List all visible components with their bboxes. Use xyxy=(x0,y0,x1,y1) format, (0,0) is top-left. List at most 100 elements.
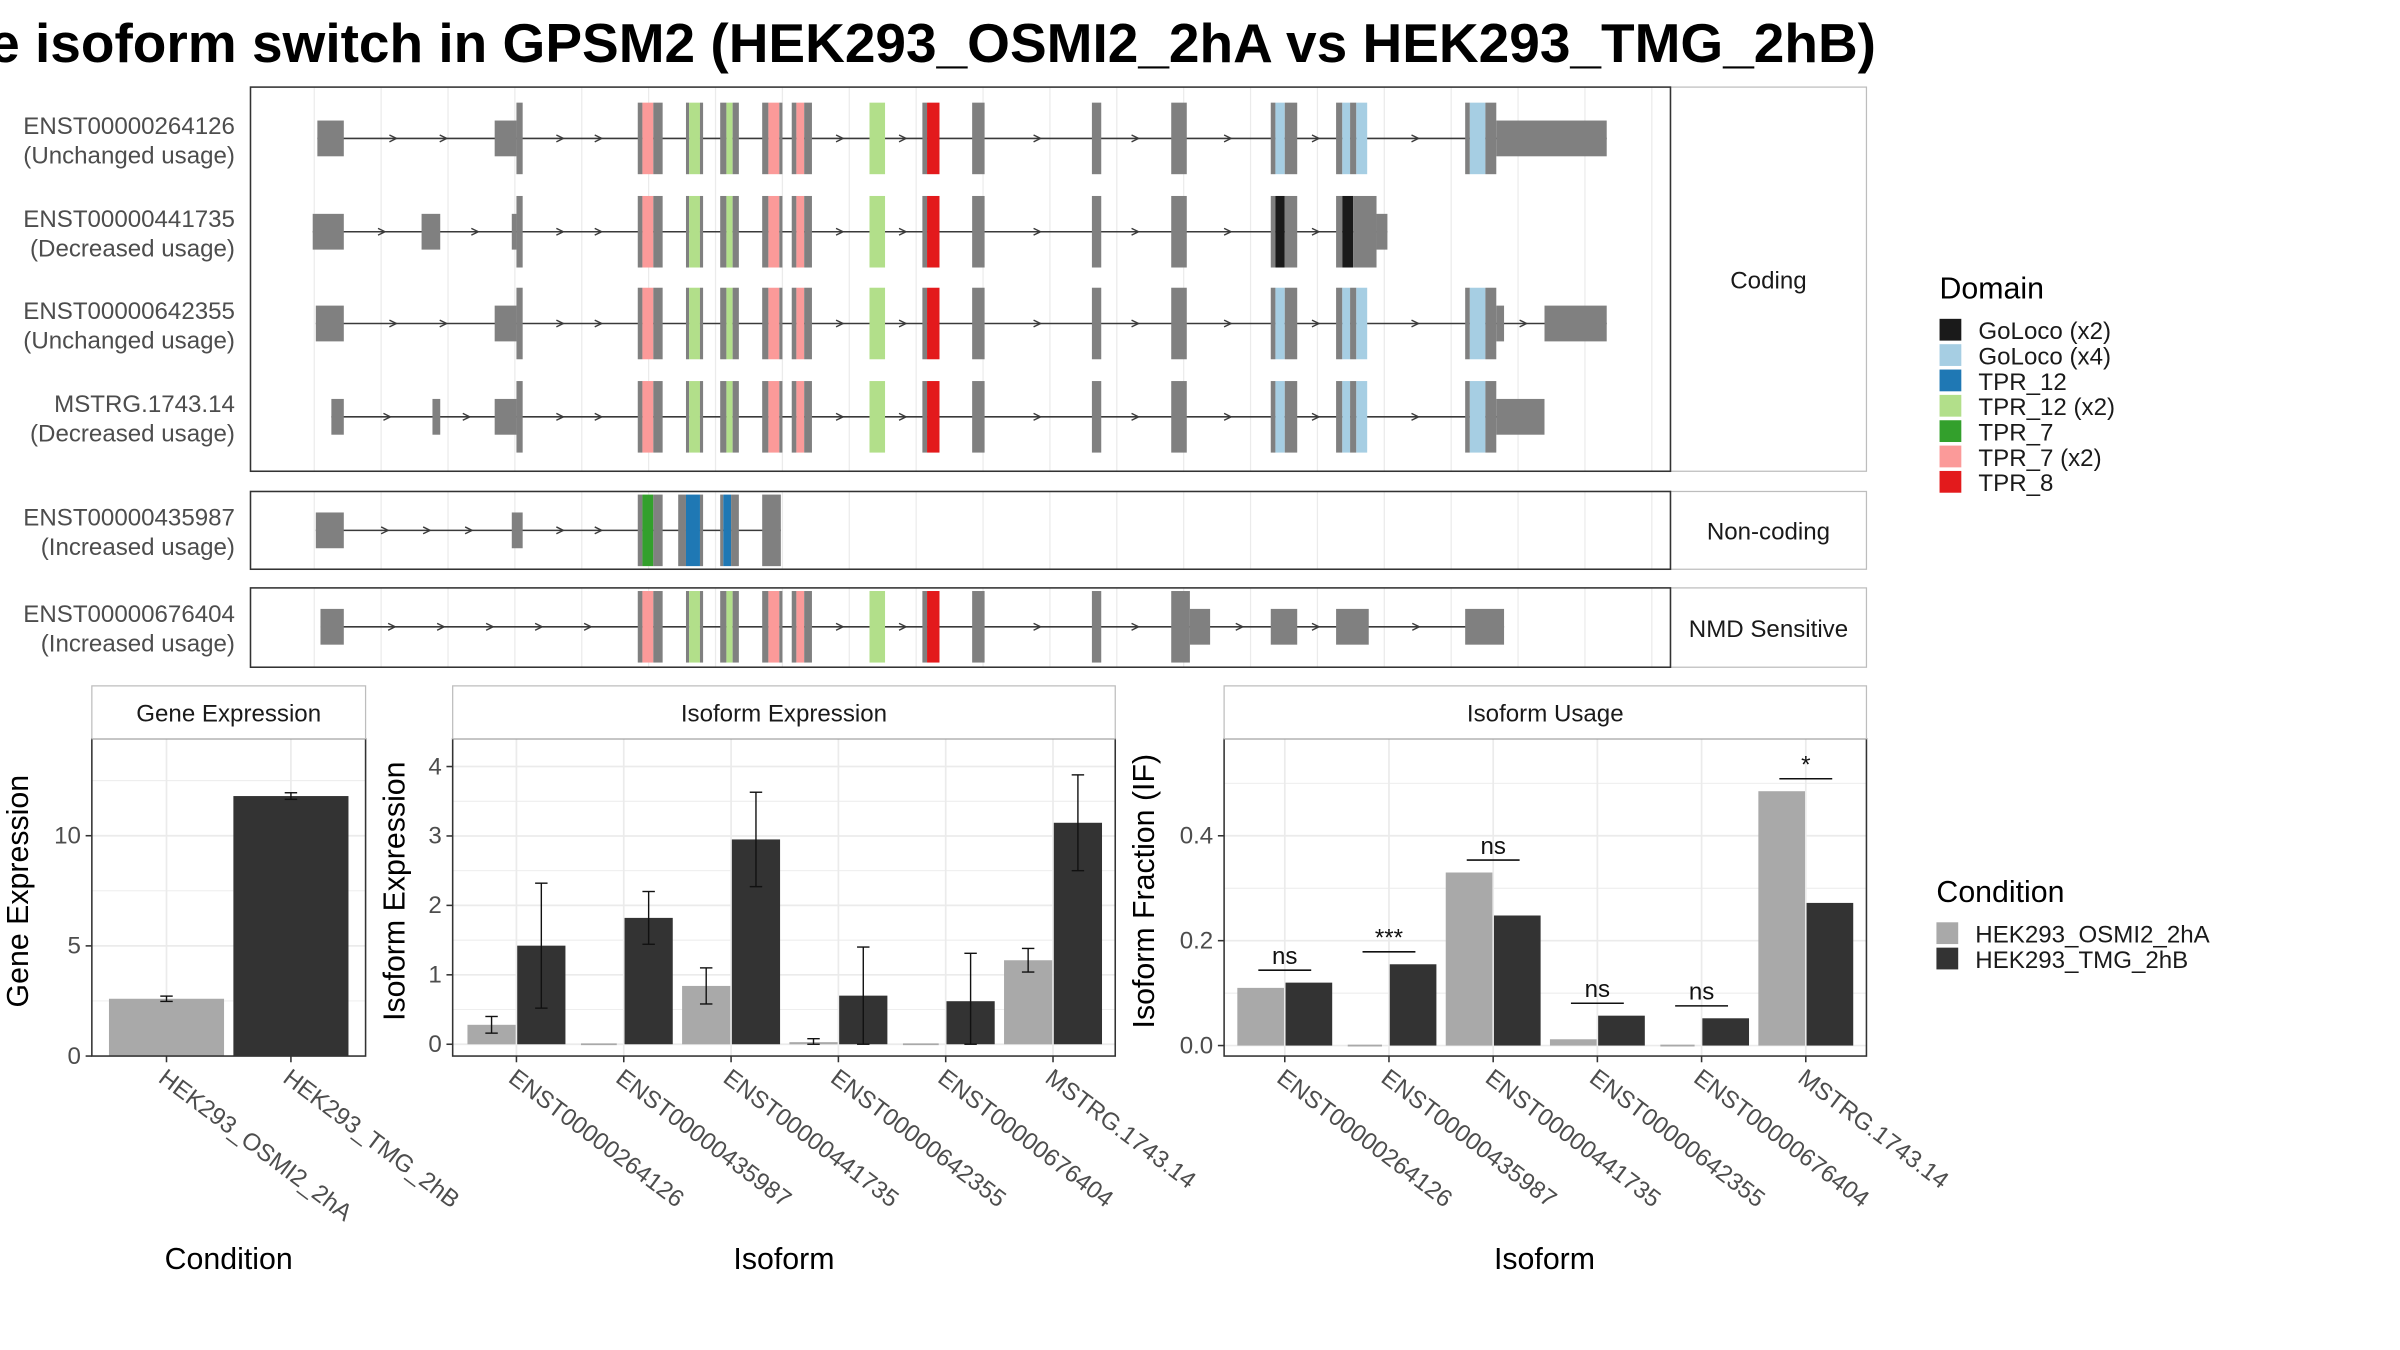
exon-block xyxy=(653,591,663,663)
y-tick-label: 1 xyxy=(428,962,441,989)
exon-block xyxy=(494,305,517,342)
chart-title: Gene Expression xyxy=(136,701,321,728)
intron-arrow xyxy=(556,412,565,421)
y-tick-label: 0 xyxy=(68,1043,81,1070)
exon-block xyxy=(653,287,663,360)
intron-arrow xyxy=(471,227,480,236)
exon-block xyxy=(720,494,724,567)
intron-arrow xyxy=(1519,319,1529,328)
intron-arrow xyxy=(1131,622,1141,631)
intron-arrow xyxy=(556,134,565,143)
exon-block xyxy=(320,608,344,645)
bar xyxy=(108,998,225,1057)
domain-block xyxy=(796,195,805,268)
domain-block xyxy=(869,102,886,175)
exon-block xyxy=(1485,287,1497,360)
x-tick-label: ENST00000441735 xyxy=(1480,1064,1665,1213)
exon-block xyxy=(732,591,739,663)
domain-block xyxy=(642,591,654,663)
exon-block xyxy=(922,287,928,360)
domain-legend-swatch xyxy=(1939,344,1962,366)
y-tick-label: 2 xyxy=(428,892,441,919)
exon-block xyxy=(1496,120,1607,157)
exon-block xyxy=(699,102,704,175)
exon-block xyxy=(1091,591,1102,663)
transcript-ENST00000264126: ENST00000264126(Unchanged usage) xyxy=(23,102,1607,175)
domain-block xyxy=(768,195,780,268)
y-axis-title: Gene Expression xyxy=(2,775,35,1008)
structure-panel-border xyxy=(249,490,1672,571)
exon-block xyxy=(1284,381,1298,453)
exon-block xyxy=(804,195,812,268)
domain-block xyxy=(1275,195,1285,268)
exon-block xyxy=(922,591,928,663)
bar xyxy=(1004,960,1053,1045)
domain-block xyxy=(768,381,780,453)
exon-block xyxy=(972,102,985,175)
exon-block xyxy=(637,102,643,175)
exon-block xyxy=(972,591,985,663)
domain-block xyxy=(642,381,654,453)
structure-panel-bg xyxy=(250,87,1671,472)
domain-block xyxy=(1275,381,1285,453)
exon-block xyxy=(494,120,517,157)
transcript-MSTRG.1743.14: MSTRG.1743.14 (Decreased usage) xyxy=(30,381,1545,453)
exon-block xyxy=(1270,102,1276,175)
domain-block xyxy=(723,494,732,567)
condition-legend-swatch xyxy=(1936,947,1959,970)
intron-arrow xyxy=(1033,134,1043,143)
exon-block xyxy=(779,287,783,360)
exon-block xyxy=(732,381,739,453)
domain-block xyxy=(1342,287,1351,360)
exon-block xyxy=(685,287,690,360)
intron-arrow xyxy=(556,227,565,236)
structure-panel-border xyxy=(249,587,1672,669)
exon-block xyxy=(315,305,344,342)
figure-legends: Domain GoLoco (x2)GoLoco (x4)TPR_12TPR_12… xyxy=(1936,273,2211,974)
exon-block xyxy=(779,591,783,663)
exon-block xyxy=(516,381,523,453)
intron-arrow xyxy=(594,134,604,143)
transcript-id-label: MSTRG.1743.14 xyxy=(54,391,235,418)
intron-arrow xyxy=(594,319,604,328)
intron-arrow xyxy=(556,319,565,328)
domain-block xyxy=(642,195,654,268)
exon-block xyxy=(762,494,781,567)
exon-block xyxy=(678,494,686,567)
x-tick-label: ENST00000264126 xyxy=(504,1064,689,1213)
domain-block xyxy=(685,494,700,567)
chart-strip xyxy=(1223,685,1868,740)
exon-block xyxy=(791,591,797,663)
domain-legend-title: Domain xyxy=(1940,273,2044,306)
bar xyxy=(1445,872,1493,1046)
y-tick-label: 0.2 xyxy=(1180,927,1213,954)
intron-arrow xyxy=(380,526,390,535)
exon-block xyxy=(720,287,727,360)
y-axis-title: Isoform Expression xyxy=(378,761,411,1020)
significance-label: ns xyxy=(1585,976,1610,1003)
exon-block xyxy=(1171,591,1190,663)
transcript-ENST00000642355: ENST00000642355(Unchanged usage) xyxy=(23,287,1607,360)
intron-arrow xyxy=(1311,134,1321,143)
exon-block xyxy=(1284,102,1298,175)
domain-block xyxy=(689,591,700,663)
x-axis-title: Condition xyxy=(165,1243,293,1276)
domain-block xyxy=(1342,195,1354,268)
domain-block xyxy=(1342,102,1351,175)
domain-legend-label: GoLoco (x2) xyxy=(1978,318,2111,345)
exon-block xyxy=(762,195,769,268)
exon-block xyxy=(779,195,783,268)
intron-arrow xyxy=(1411,134,1421,143)
intron-arrow xyxy=(464,526,474,535)
intron-arrow xyxy=(1411,622,1421,631)
exon-block xyxy=(685,381,690,453)
domain-block xyxy=(927,102,940,175)
domain-block xyxy=(927,195,940,268)
intron-arrow xyxy=(594,526,604,535)
condition-legend-label: HEK293_TMG_2hB xyxy=(1975,947,2188,974)
domain-block xyxy=(1342,381,1351,453)
domain-block xyxy=(689,381,700,453)
exon-block xyxy=(762,102,769,175)
intron-arrow xyxy=(898,134,908,143)
facet-strip xyxy=(1669,86,1868,472)
